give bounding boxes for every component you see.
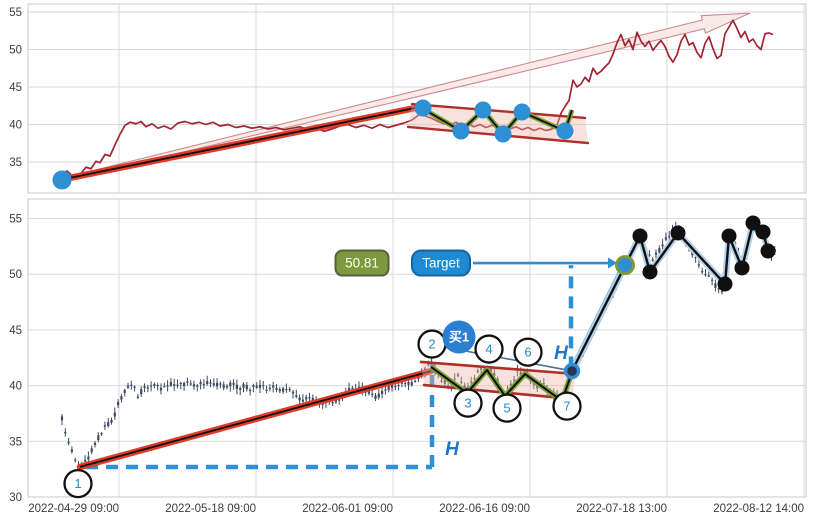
bottom-pole-trendline [76, 367, 435, 471]
svg-text:6: 6 [524, 345, 531, 360]
bottom-y-tick-label: 40 [9, 381, 22, 393]
top-y-tick-label: 45 [9, 82, 22, 94]
top-y-tick-label: 40 [9, 120, 22, 132]
svg-text:4: 4 [485, 342, 492, 357]
x-tick-label: 2022-07-18 13:00 [576, 503, 667, 515]
svg-text:5: 5 [503, 401, 510, 416]
pivot-dot [717, 276, 733, 292]
buy-signal-marker: 买1 [442, 320, 476, 354]
top-y-tick-label: 55 [9, 7, 22, 19]
target-point-dot [615, 255, 635, 276]
flag-pivot-dot [414, 99, 432, 117]
pivot-circle-6 [513, 337, 543, 367]
bottom-y-tick-label: 35 [9, 436, 22, 448]
pivot-dot [670, 225, 686, 241]
top-pole-trendline [60, 103, 424, 183]
pivot-circle-5 [492, 393, 522, 423]
height-h-label: H [445, 439, 460, 460]
svg-text:买1: 买1 [449, 330, 469, 345]
height-h-label: H [554, 343, 569, 364]
x-tick-label: 2022-04-29 09:00 [28, 503, 119, 515]
x-tick-label: 2022-05-18 09:00 [165, 503, 256, 515]
top-y-tick-label: 50 [9, 45, 22, 57]
start-point-dot [52, 170, 72, 190]
top-pivot-dots [52, 99, 574, 190]
top-price-line [61, 19, 774, 177]
svg-text:3: 3 [464, 396, 471, 411]
target-value-badge: 50.81 [334, 249, 390, 277]
svg-text:1: 1 [74, 476, 81, 491]
pivot-circle-4 [474, 334, 504, 364]
trend-arrow [63, 12, 751, 181]
pivot-circle-1 [63, 468, 93, 499]
pivot-polyline [569, 215, 776, 373]
flag-pivot-dot [556, 122, 574, 140]
height-dashed-lines [86, 265, 574, 470]
x-tick-label: 2022-08-12 14:00 [713, 503, 804, 515]
bottom-y-tick-label: 30 [9, 492, 22, 504]
flag-pivot-dot [494, 125, 512, 143]
breakout-point-marker [563, 362, 581, 380]
bottom-flag-channel [419, 360, 578, 401]
svg-text:50.81: 50.81 [345, 256, 379, 271]
pivot-dot [642, 264, 658, 280]
target-arrow [473, 257, 617, 269]
svg-text:Target: Target [422, 256, 460, 271]
svg-text:2: 2 [428, 337, 435, 352]
svg-text:7: 7 [563, 399, 570, 414]
pivot-dot [721, 228, 737, 244]
bottom-y-tick-label: 55 [9, 214, 22, 226]
pivot-circle-3 [453, 388, 483, 418]
key-point-markers [563, 255, 635, 380]
numbered-pivot-circles: 1 2 3 4 5 6 7 [63, 329, 582, 499]
height-labels: HH [445, 343, 569, 460]
flag-pivot-dot [513, 103, 531, 121]
bottom-y-tick-label: 45 [9, 325, 22, 337]
x-tick-label: 2022-06-16 09:00 [439, 503, 530, 515]
pivot-dot [760, 243, 776, 259]
x-tick-label: 2022-06-01 09:00 [302, 503, 393, 515]
pivot-dot [755, 224, 771, 240]
bottom-y-tick-label: 50 [9, 269, 22, 281]
pivot-dot [632, 228, 648, 244]
top-y-tick-label: 35 [9, 157, 22, 169]
pivot-circle-7 [552, 391, 582, 421]
pivot-dot [734, 260, 750, 276]
flag-pivot-dot [474, 101, 492, 119]
flag-pivot-dot [452, 122, 470, 140]
pivot-dot [745, 215, 761, 231]
target-label-badge: Target [411, 249, 471, 277]
